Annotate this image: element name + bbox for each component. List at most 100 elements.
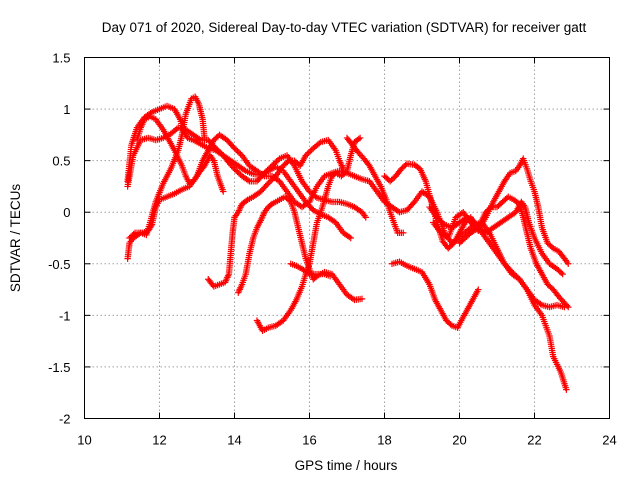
data-point (447, 321, 454, 328)
series-track-9 (287, 260, 334, 280)
data-point (217, 149, 224, 156)
data-point (508, 268, 516, 276)
data-point (400, 229, 407, 237)
data-point (268, 177, 275, 184)
data-point (307, 147, 314, 155)
data-point (561, 303, 568, 311)
data-point (304, 150, 311, 158)
data-point (565, 260, 572, 267)
y-axis-label: SDTVAR / TECUs (8, 184, 23, 293)
series-track-5 (133, 113, 227, 195)
data-point (196, 135, 203, 143)
data-point (316, 140, 323, 147)
data-point (510, 270, 517, 277)
data-point (259, 171, 267, 179)
data-point (232, 167, 240, 174)
data-point (507, 267, 514, 274)
data-point (439, 219, 447, 227)
y-tick-label: 1.5 (52, 51, 70, 66)
series-track-11 (388, 258, 482, 331)
data-point (274, 177, 282, 184)
series-track-7 (235, 193, 366, 304)
data-point (304, 269, 312, 277)
data-point (230, 143, 237, 151)
data-point (269, 175, 276, 183)
data-point (438, 218, 445, 225)
series-track-4 (124, 93, 208, 262)
data-point (284, 158, 291, 166)
tick-layer: 10 12 14 16 18 20 22 24 -2 -1.5 -1 -0.5 0 0.5 1 1.5 (48, 51, 617, 448)
data-point (215, 147, 222, 155)
data-point (234, 168, 241, 175)
y-tick-label: -2 (59, 412, 71, 427)
data-point (514, 274, 522, 282)
data-point (513, 273, 520, 280)
data-point (305, 149, 312, 156)
data-point (433, 214, 441, 221)
y-tick-label: -1 (59, 308, 71, 323)
y-tick-label: -1.5 (48, 360, 70, 375)
y-tick-label: 0.5 (52, 154, 70, 169)
grid (84, 57, 610, 419)
data-point (356, 134, 364, 142)
x-tick-label: 10 (77, 433, 91, 448)
data-point (559, 270, 566, 278)
x-tick-label: 14 (227, 433, 241, 448)
series-track-2 (124, 124, 354, 242)
data-point (357, 207, 364, 215)
series-track-15 (426, 203, 568, 311)
data-point (458, 210, 465, 217)
x-tick-label: 18 (377, 433, 391, 448)
data-point (286, 197, 293, 204)
data-point (558, 269, 565, 277)
data-point (302, 152, 309, 159)
x-tick-label: 24 (602, 433, 616, 448)
data-point (563, 386, 570, 393)
data-point (435, 215, 442, 223)
series-track-6 (205, 136, 347, 290)
data-point (537, 300, 544, 308)
series-track-10 (343, 134, 407, 237)
data-point (263, 181, 271, 188)
data-point (237, 150, 244, 158)
data-point (232, 146, 240, 153)
data-point (231, 165, 238, 173)
y-tick-label: -0.5 (48, 257, 70, 272)
data-point (436, 217, 444, 224)
data-point (362, 214, 369, 221)
data-point (235, 170, 243, 177)
data-point (342, 169, 349, 176)
data-point (346, 233, 353, 241)
y-tick-label: 0 (63, 205, 70, 220)
data-point (274, 156, 282, 164)
data-point (511, 271, 519, 279)
data-point (201, 134, 208, 142)
data-point (273, 158, 280, 165)
data-point (271, 159, 279, 167)
data-point (358, 295, 366, 303)
data-point (265, 180, 272, 187)
data-point (326, 272, 334, 280)
x-axis-label: GPS time / hours (295, 458, 398, 473)
data-point (347, 234, 354, 242)
data-layer (124, 93, 572, 393)
x-tick-label: 12 (152, 433, 166, 448)
data-point (220, 188, 227, 195)
data-point (231, 145, 238, 152)
y-tick-label: 1 (63, 102, 70, 117)
data-point (212, 145, 219, 152)
data-point (243, 197, 250, 205)
data-point (271, 174, 278, 181)
data-point (355, 135, 362, 143)
data-point (235, 149, 243, 156)
data-point (278, 318, 285, 325)
data-point (234, 147, 241, 155)
data-point (331, 218, 338, 225)
data-point (475, 286, 482, 293)
data-point (548, 243, 556, 251)
data-point (241, 166, 248, 174)
data-point (214, 146, 221, 153)
chart-title: Day 071 of 2020, Sidereal Day-to-day VTE… (102, 20, 587, 35)
data-point (469, 218, 477, 225)
